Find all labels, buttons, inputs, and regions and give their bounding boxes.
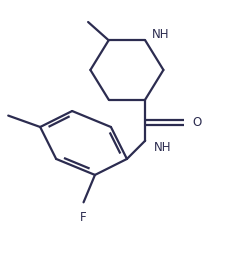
Text: F: F [80, 211, 87, 225]
Text: O: O [192, 116, 201, 129]
Text: NH: NH [152, 28, 170, 41]
Text: NH: NH [154, 141, 172, 154]
